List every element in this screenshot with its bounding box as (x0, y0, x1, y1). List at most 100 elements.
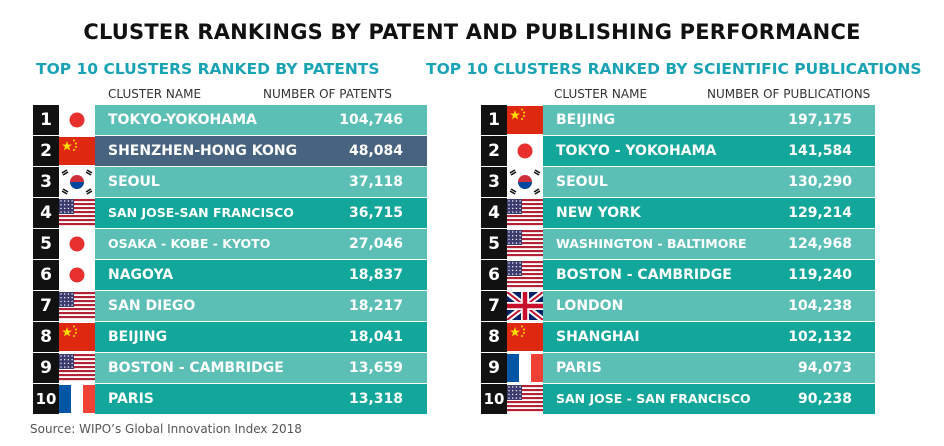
patents-ranking-row: 7 SAN DIEGO 18,217 (33, 291, 427, 321)
cluster-name: SHENZHEN-HONG KONG (108, 143, 298, 159)
rank-number: 4 (33, 198, 59, 228)
cluster-name: SHANGHAI (556, 329, 640, 345)
rank-number: 3 (33, 167, 59, 197)
rank-number: 8 (481, 322, 507, 352)
france-flag-icon (507, 354, 543, 382)
row-background (95, 260, 427, 290)
patent-count: 18,837 (348, 267, 403, 283)
row-background (95, 167, 427, 197)
cluster-name: BOSTON - CAMBRIDGE (108, 360, 284, 376)
cluster-name: SAN JOSE-SAN FRANCISCO (108, 205, 294, 220)
cluster-name: SAN JOSE - SAN FRANCISCO (556, 391, 751, 406)
cluster-name: BEIJING (556, 112, 616, 128)
patents-ranking-row: 2 SHENZHEN-HONG KONG 48,084 (33, 136, 427, 166)
rank-number: 9 (481, 353, 507, 383)
cluster-name: SEOUL (556, 174, 608, 190)
patents-panel-title: TOP 10 CLUSTERS RANKED BY PATENTS (36, 60, 380, 78)
rank-number: 7 (33, 291, 59, 321)
publication-count: 119,240 (788, 267, 852, 283)
row-background (95, 384, 427, 414)
row-background (95, 136, 427, 166)
publication-count: 94,073 (797, 360, 852, 376)
publication-count: 124,968 (788, 236, 852, 252)
publication-count: 102,132 (788, 329, 852, 345)
publication-count: 104,238 (788, 298, 852, 314)
row-background (543, 198, 875, 228)
uk-flag-icon (507, 292, 543, 320)
usa-flag-icon (507, 261, 543, 289)
rank-number: 5 (481, 229, 507, 259)
row-background (95, 105, 427, 135)
publications-ranking-row: 2 TOKYO - YOKOHAMA 141,584 (481, 136, 875, 166)
cluster-name: TOKYO-YOKOHAMA (108, 112, 257, 128)
cluster-name: BOSTON - CAMBRIDGE (556, 267, 732, 283)
korea-flag-icon (59, 168, 95, 196)
row-background (95, 229, 427, 259)
patents-ranking-row: 8 BEIJING 18,041 (33, 322, 427, 352)
publications-ranking-row: 4 NEW YORK 129,214 (481, 198, 875, 228)
china-flag-icon (507, 323, 543, 351)
cluster-name: BEIJING (108, 329, 168, 345)
cluster-name: SEOUL (108, 174, 160, 190)
number-of-patents-header: NUMBER OF PATENTS (263, 87, 392, 101)
patent-count: 36,715 (348, 205, 403, 221)
publications-ranking-row: 10 SAN JOSE - SAN FRANCISCO 90,238 (481, 384, 875, 414)
row-background (95, 322, 427, 352)
patents-ranking-row: 6 NAGOYA 18,837 (33, 260, 427, 290)
patent-count: 18,217 (348, 298, 403, 314)
publications-panel-title: TOP 10 CLUSTERS RANKED BY SCIENTIFIC PUB… (426, 60, 922, 78)
rank-number: 4 (481, 198, 507, 228)
korea-flag-icon (507, 168, 543, 196)
patent-count: 18,041 (348, 329, 403, 345)
patents-ranking-row: 3 SEOUL 37,118 (33, 167, 427, 197)
rank-number: 1 (33, 105, 59, 135)
publications-ranking-row: 7 LONDON 104,238 (481, 291, 875, 321)
publications-ranking-row: 3 SEOUL 130,290 (481, 167, 875, 197)
row-background (543, 105, 875, 135)
china-flag-icon (59, 137, 95, 165)
row-background (543, 229, 875, 259)
patents-ranking-row: 5 OSAKA - KOBE - KYOTO 27,046 (33, 229, 427, 259)
rank-number: 6 (481, 260, 507, 290)
rank-number: 2 (481, 136, 507, 166)
rank-number: 7 (481, 291, 507, 321)
publications-ranking-row: 6 BOSTON - CAMBRIDGE 119,240 (481, 260, 875, 290)
row-background (543, 291, 875, 321)
source-note: Source: WIPO’s Global Innovation Index 2… (30, 422, 302, 436)
page-title: CLUSTER RANKINGS BY PATENT AND PUBLISHIN… (83, 20, 861, 44)
cluster-name-header: CLUSTER NAME (108, 87, 202, 101)
cluster-name: PARIS (556, 360, 602, 376)
number-of-publications-header: NUMBER OF PUBLICATIONS (707, 87, 871, 101)
china-flag-icon (59, 323, 95, 351)
publications-ranking-row: 8 SHANGHAI 102,132 (481, 322, 875, 352)
cluster-name-header: CLUSTER NAME (554, 87, 648, 101)
patent-count: 27,046 (348, 236, 403, 252)
publications-ranking-row: 1 BEIJING 197,175 (481, 105, 875, 135)
usa-flag-icon (59, 199, 95, 227)
rank-number: 9 (33, 353, 59, 383)
publication-count: 90,238 (797, 391, 852, 407)
patent-count: 13,318 (348, 391, 403, 407)
publication-count: 130,290 (788, 174, 852, 190)
rank-number: 10 (481, 384, 507, 414)
row-background (543, 260, 875, 290)
rank-number: 8 (33, 322, 59, 352)
france-flag-icon (59, 385, 95, 413)
cluster-name: NAGOYA (108, 267, 174, 283)
rank-number: 2 (33, 136, 59, 166)
publication-count: 129,214 (788, 205, 852, 221)
cluster-name: LONDON (556, 298, 624, 314)
patents-ranking-row: 10 PARIS 13,318 (33, 384, 427, 414)
patent-count: 104,746 (339, 112, 403, 128)
patents-ranking-row: 4 SAN JOSE-SAN FRANCISCO 36,715 (33, 198, 427, 228)
cluster-name: TOKYO - YOKOHAMA (556, 143, 717, 159)
patents-ranking-row: 1 TOKYO-YOKOHAMA 104,746 (33, 105, 427, 135)
cluster-name: PARIS (108, 391, 154, 407)
rank-number: 1 (481, 105, 507, 135)
usa-flag-icon (507, 230, 543, 258)
row-background (95, 198, 427, 228)
china-flag-icon (507, 106, 543, 134)
patent-count: 48,084 (348, 143, 403, 159)
row-background (543, 136, 875, 166)
usa-flag-icon (507, 199, 543, 227)
